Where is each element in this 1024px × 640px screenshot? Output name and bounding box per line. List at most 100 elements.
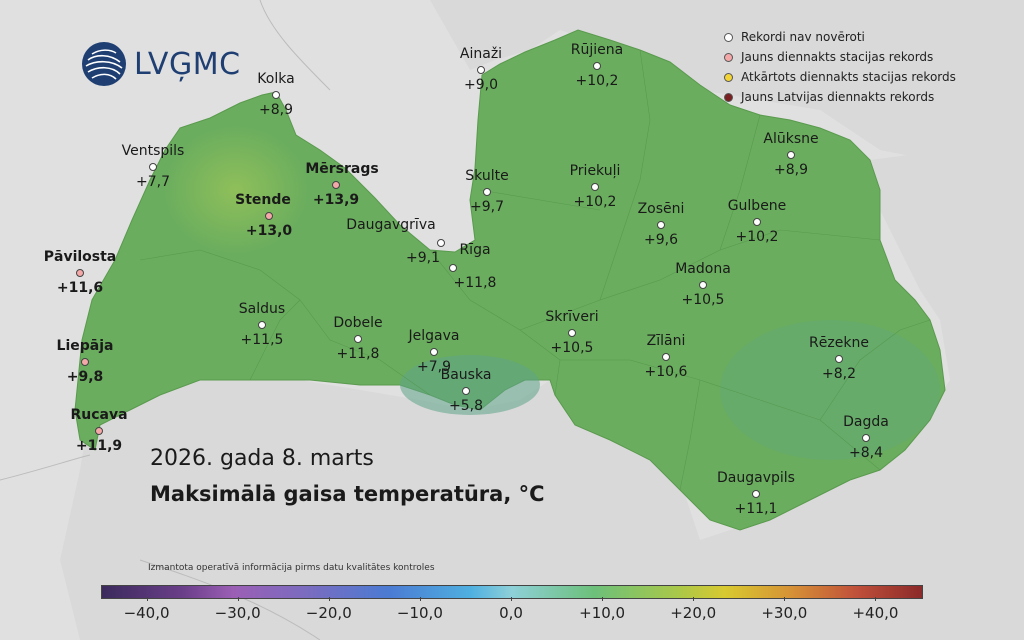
warm-area <box>140 92 430 350</box>
station-temperature: +10,5 <box>681 292 725 308</box>
scale-tick-label: −10,0 <box>396 604 443 622</box>
station-dot <box>657 221 665 229</box>
legend-dot-white <box>724 32 733 42</box>
station-temperature: +10,2 <box>575 73 619 89</box>
scale-tick-mark <box>419 597 421 601</box>
station-temperature: +9,7 <box>470 199 504 215</box>
station-temperature: +9,0 <box>464 77 498 93</box>
scale-tick-mark <box>693 597 695 601</box>
station-temperature: +9,6 <box>644 232 678 248</box>
station-temperature: +10,6 <box>644 364 688 380</box>
data-note: Izmantota operatīvā informācija pirms da… <box>148 563 435 573</box>
map-title: Maksimālā gaisa temperatūra, °C <box>150 482 545 506</box>
station-dot <box>81 358 89 366</box>
station-temperature: +8,9 <box>259 102 293 118</box>
temperature-color-scale <box>101 585 923 599</box>
station-temperature: +9,1 <box>406 250 440 266</box>
station-name: Ainaži <box>459 46 503 62</box>
cool-area-bauska <box>400 355 540 415</box>
map-date: 2026. gada 8. marts <box>150 446 374 471</box>
scale-tick-mark <box>511 597 512 601</box>
record-legend: Rekordi nav novēroti Jauns diennakts sta… <box>724 27 956 107</box>
globe-icon <box>82 42 126 86</box>
scale-tick-label: −40,0 <box>123 604 170 622</box>
station-name: Dagda <box>843 414 889 430</box>
station-name: Rīga <box>459 242 491 258</box>
station-name: Daugavpils <box>717 470 795 486</box>
station-name: Stende <box>235 192 291 208</box>
station-dot <box>699 281 707 289</box>
scale-tick-label: +30,0 <box>761 604 808 622</box>
region-borders <box>139 49 931 491</box>
station-dot <box>477 66 485 74</box>
station-dot <box>149 163 157 171</box>
station-dot <box>787 151 795 159</box>
scale-tick-label: +40,0 <box>852 604 899 622</box>
station-dot <box>568 329 576 337</box>
scale-tick-label: −20,0 <box>305 604 352 622</box>
legend-label: Jauns Latvijas diennakts rekords <box>741 90 935 104</box>
station-name: Saldus <box>238 301 286 317</box>
station-temperature: +11,5 <box>240 332 284 348</box>
scale-tick-label: +10,0 <box>579 604 626 622</box>
station-dot <box>862 434 870 442</box>
station-dot <box>662 353 670 361</box>
station-temperature: +11,8 <box>453 275 497 291</box>
station-dot <box>753 218 761 226</box>
legend-item-no-record: Rekordi nav novēroti <box>724 27 956 47</box>
station-temperature: +13,0 <box>245 223 293 239</box>
station-dot <box>462 387 470 395</box>
station-name: Jelgava <box>408 328 460 344</box>
station-name: Rucava <box>70 407 128 423</box>
station-dot <box>430 348 438 356</box>
scale-tick-label: −30,0 <box>214 604 261 622</box>
station-dot <box>354 335 362 343</box>
station-temperature: +5,8 <box>449 398 483 414</box>
station-dot <box>272 91 280 99</box>
station-name: Zīlāni <box>646 333 686 349</box>
station-temperature: +10,2 <box>735 229 779 245</box>
scale-tick-mark <box>602 597 604 601</box>
station-dot <box>752 490 760 498</box>
station-dot <box>437 239 445 247</box>
station-name: Bauska <box>440 367 492 383</box>
scale-tick-mark <box>237 597 239 601</box>
legend-item-repeated-station-record: Atkārtots diennakts stacijas rekords <box>724 67 956 87</box>
legend-label: Rekordi nav novēroti <box>741 30 865 44</box>
station-temperature: +13,9 <box>312 192 360 208</box>
station-name: Dobele <box>333 315 383 331</box>
legend-label: Atkārtots diennakts stacijas rekords <box>741 70 956 84</box>
neighbor-land-south <box>60 380 700 640</box>
logo-text: LVĢMC <box>134 46 241 82</box>
station-dot <box>449 264 457 272</box>
station-temperature: +7,9 <box>417 359 451 375</box>
station-name: Priekuļi <box>569 163 621 179</box>
station-name: Rūjiena <box>570 42 624 58</box>
station-dot <box>332 181 340 189</box>
station-name: Liepāja <box>56 338 114 354</box>
station-temperature: +11,8 <box>336 346 380 362</box>
scale-tick-mark <box>328 597 330 601</box>
station-dot <box>835 355 843 363</box>
station-name: Madona <box>675 261 731 277</box>
station-temperature: +8,9 <box>774 162 808 178</box>
station-temperature: +8,2 <box>822 366 856 382</box>
station-name: Gulbene <box>727 198 787 214</box>
station-name: Daugavgrīva <box>346 217 436 233</box>
legend-dot-yellow <box>724 72 733 82</box>
station-name: Skrīveri <box>545 309 599 325</box>
station-dot <box>265 212 273 220</box>
station-name: Pāvilosta <box>43 249 117 265</box>
station-temperature: +9,8 <box>66 369 104 385</box>
legend-label: Jauns diennakts stacijas rekords <box>741 50 934 64</box>
station-dot <box>591 183 599 191</box>
station-temperature: +7,7 <box>136 174 170 190</box>
station-dot <box>258 321 266 329</box>
station-name: Mērsrags <box>305 161 379 177</box>
legend-item-new-latvia-record: Jauns Latvijas diennakts rekords <box>724 87 956 107</box>
cool-area-east <box>720 320 940 460</box>
legend-item-new-station-record: Jauns diennakts stacijas rekords <box>724 47 956 67</box>
lvgmc-logo: LVĢMC <box>80 40 241 88</box>
station-name: Kolka <box>257 71 295 87</box>
